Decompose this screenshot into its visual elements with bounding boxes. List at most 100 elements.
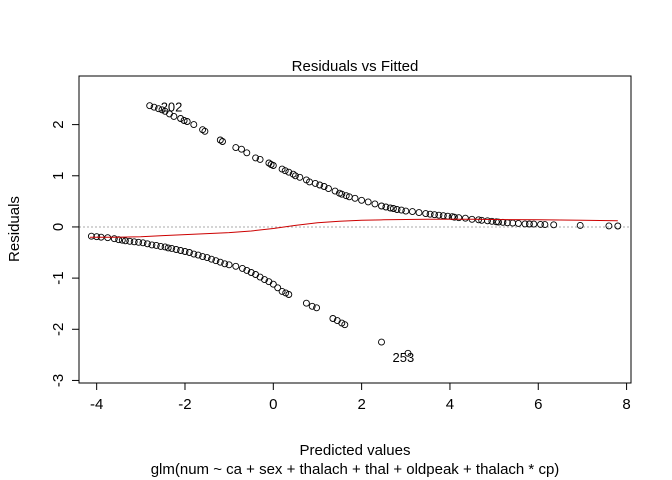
data-point (243, 266, 251, 274)
y-tick-label: -3 (50, 374, 67, 387)
data-point (289, 170, 297, 178)
data-point (393, 206, 401, 213)
data-point (139, 239, 147, 247)
y-tick-label: -2 (50, 323, 67, 336)
data-point (313, 304, 321, 312)
data-point (87, 232, 95, 240)
data-point (325, 185, 332, 193)
data-point (261, 276, 268, 284)
data-point (269, 280, 277, 288)
data-point (576, 221, 584, 229)
data-point (219, 138, 226, 145)
data-point (291, 172, 299, 180)
data-point (338, 190, 346, 198)
data-point (439, 212, 447, 220)
data-point (386, 204, 394, 212)
x-tick-label: -2 (178, 396, 191, 413)
annotation-layer: 202 253 (161, 100, 415, 365)
data-point (121, 237, 129, 245)
data-point (172, 246, 180, 253)
data-point (152, 241, 160, 249)
data-point (308, 302, 316, 310)
data-point (185, 249, 193, 256)
y-tick-label: 1 (50, 172, 67, 180)
data-point (450, 213, 458, 221)
y-axis: -3 -2 -1 0 1 2 (50, 120, 80, 387)
data-point (311, 179, 319, 187)
plot-frame (78, 75, 632, 384)
data-point (194, 251, 202, 259)
data-point (614, 222, 622, 230)
data-point (110, 235, 118, 243)
data-point (422, 210, 430, 218)
data-point (492, 218, 500, 226)
data-point (285, 168, 293, 176)
data-point (157, 242, 165, 250)
data-point (426, 210, 434, 218)
data-point (296, 173, 304, 181)
data-point (521, 220, 529, 228)
data-point (252, 154, 260, 162)
x-tick-label: -4 (90, 396, 103, 413)
data-point (238, 264, 246, 272)
data-point (455, 214, 463, 222)
y-tick-label: 0 (50, 223, 67, 231)
data-point (143, 240, 151, 248)
data-point (190, 121, 198, 129)
data-point (541, 221, 549, 229)
data-point (320, 183, 328, 190)
data-point (351, 194, 359, 202)
data-point (183, 118, 191, 125)
data-point (331, 187, 339, 195)
data-point (201, 127, 209, 135)
data-point (256, 155, 264, 163)
data-point (431, 211, 438, 219)
data-point (389, 205, 397, 212)
data-point (190, 250, 198, 258)
data-point (484, 217, 491, 225)
data-point (199, 253, 207, 261)
point-annotation: 202 (161, 100, 183, 115)
x-tick-label: 8 (622, 396, 630, 413)
x-tick-label: 4 (446, 396, 454, 413)
data-point (537, 220, 544, 228)
data-point (342, 192, 350, 200)
x-axis-label: Predicted values (300, 442, 411, 459)
data-point (329, 315, 337, 322)
data-point (358, 196, 366, 204)
data-point (243, 149, 251, 157)
data-point (525, 220, 533, 228)
data-point (238, 145, 245, 153)
data-point (302, 299, 310, 307)
data-point (155, 105, 162, 113)
data-point (212, 257, 220, 265)
data-point (364, 198, 372, 206)
data-point (435, 211, 443, 219)
data-point (341, 321, 349, 329)
points-layer (87, 102, 622, 357)
data-point (232, 144, 240, 152)
data-point (514, 219, 522, 227)
y-tick-label: -1 (50, 271, 67, 284)
x-tick-label: 2 (357, 396, 365, 413)
data-point (274, 284, 282, 292)
data-point (550, 221, 558, 229)
data-point (281, 167, 289, 175)
data-point (208, 255, 215, 263)
data-point (408, 208, 416, 216)
data-point (148, 241, 156, 249)
y-axis-label: Residuals (6, 196, 23, 262)
data-point (269, 162, 277, 169)
data-point (135, 238, 143, 246)
data-point (397, 206, 405, 214)
data-point (371, 200, 379, 208)
data-point (402, 207, 410, 215)
data-point (146, 102, 154, 110)
data-point (161, 243, 169, 251)
data-point (278, 287, 286, 295)
x-tick-label: 0 (269, 396, 277, 413)
chart-title: Residuals vs Fitted (292, 58, 419, 75)
x-tick-label: 6 (534, 396, 542, 413)
x-axis: -4 -2 0 2 4 6 8 (90, 382, 631, 413)
